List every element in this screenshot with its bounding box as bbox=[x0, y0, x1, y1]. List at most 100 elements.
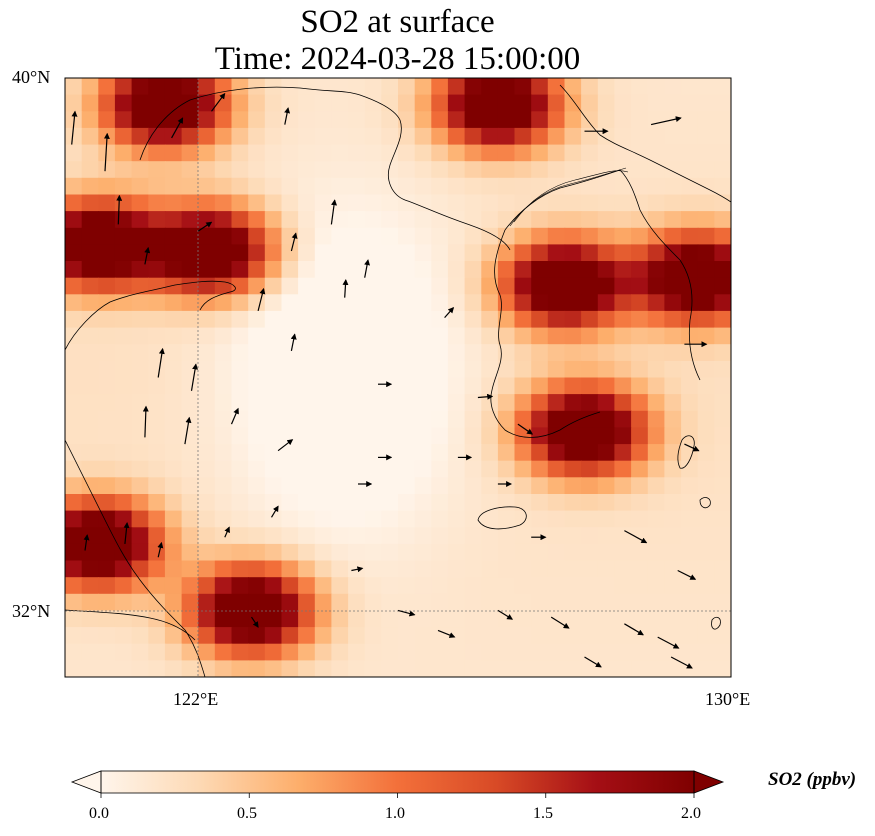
heatmap-cell bbox=[631, 344, 649, 362]
heatmap-cell bbox=[231, 344, 249, 362]
heatmap-cell bbox=[81, 427, 100, 445]
heatmap-cell bbox=[697, 360, 716, 379]
colorbar-label: SO2 (ppbv) bbox=[768, 769, 857, 790]
heatmap-cell bbox=[65, 127, 83, 146]
heatmap-cell bbox=[447, 144, 466, 162]
heatmap-cell bbox=[514, 477, 532, 495]
heatmap-cell bbox=[714, 127, 731, 146]
heatmap-cell bbox=[114, 144, 133, 162]
heatmap-cell bbox=[98, 78, 116, 96]
heatmap-cell bbox=[664, 177, 682, 196]
heatmap-cell bbox=[65, 560, 83, 578]
heatmap-cell bbox=[248, 194, 266, 212]
heatmap-cell bbox=[131, 227, 149, 246]
heatmap-cell bbox=[731, 128, 748, 145]
heatmap-cell bbox=[381, 360, 399, 379]
heatmap-cell bbox=[431, 610, 449, 628]
heatmap-cell bbox=[281, 610, 299, 628]
heatmap-cell bbox=[181, 643, 199, 662]
heatmap-cell bbox=[264, 144, 283, 162]
heatmap-cell bbox=[98, 360, 116, 379]
heatmap-cell bbox=[464, 460, 482, 479]
heatmap-cell bbox=[198, 460, 216, 479]
heatmap-cell bbox=[298, 627, 316, 645]
heatmap-cell bbox=[697, 543, 716, 562]
heatmap-cell bbox=[731, 411, 748, 428]
heatmap-cell bbox=[381, 627, 399, 645]
heatmap-cell bbox=[364, 227, 383, 246]
heatmap-cell bbox=[547, 244, 566, 262]
heatmap-cell bbox=[181, 294, 199, 312]
heatmap-cell bbox=[65, 111, 83, 129]
heatmap-cell bbox=[481, 194, 499, 212]
heatmap-cell bbox=[264, 211, 283, 229]
heatmap-cell bbox=[497, 144, 516, 162]
heatmap-cell bbox=[614, 677, 631, 694]
heatmap-cell bbox=[65, 294, 83, 312]
heatmap-cell bbox=[697, 344, 716, 362]
heatmap-cell bbox=[281, 410, 299, 429]
heatmap-cell bbox=[248, 261, 266, 279]
heatmap-cell bbox=[547, 460, 566, 479]
heatmap-cell bbox=[198, 244, 216, 262]
heatmap-cell bbox=[164, 660, 183, 677]
heatmap-cell bbox=[497, 560, 516, 578]
heatmap-cell bbox=[581, 643, 599, 662]
heatmap-cell bbox=[98, 577, 116, 595]
heatmap-cell bbox=[398, 394, 416, 412]
heatmap-cell bbox=[98, 410, 116, 429]
heatmap-cell bbox=[131, 127, 149, 146]
heatmap-cell bbox=[65, 94, 83, 112]
heatmap-cell bbox=[647, 144, 666, 162]
heatmap-cell bbox=[714, 244, 731, 262]
heatmap-cell bbox=[447, 261, 466, 279]
heatmap-cell bbox=[415, 677, 432, 694]
heatmap-cell bbox=[581, 510, 599, 528]
heatmap-cell bbox=[214, 410, 233, 429]
heatmap-cell bbox=[731, 178, 748, 195]
heatmap-cell bbox=[181, 427, 199, 445]
heatmap-cell bbox=[447, 111, 466, 129]
heatmap-cell bbox=[464, 310, 482, 329]
lon-tick-130e: 130°E bbox=[705, 689, 751, 709]
wind-arrow bbox=[364, 259, 371, 278]
heatmap-cell bbox=[531, 394, 549, 412]
heatmap-cell bbox=[614, 177, 632, 196]
heatmap-cell bbox=[697, 227, 716, 246]
heatmap-cell bbox=[547, 643, 566, 662]
heatmap-cell bbox=[148, 277, 166, 296]
heatmap-cell bbox=[114, 360, 133, 379]
heatmap-cell bbox=[248, 227, 266, 246]
heatmap-cell bbox=[181, 593, 199, 612]
heatmap-cell bbox=[514, 194, 532, 212]
heatmap-cell bbox=[614, 227, 632, 246]
heatmap-cell bbox=[164, 78, 183, 96]
heatmap-cell bbox=[497, 310, 516, 329]
wind-arrow bbox=[71, 110, 78, 145]
heatmap-cell bbox=[481, 444, 499, 462]
heatmap-cell bbox=[714, 577, 731, 595]
heatmap-cell bbox=[331, 244, 349, 262]
heatmap-cell bbox=[647, 277, 666, 296]
heatmap-cell bbox=[98, 144, 116, 162]
heatmap-cell bbox=[431, 161, 449, 179]
heatmap-cell bbox=[497, 277, 516, 296]
heatmap-cell bbox=[281, 194, 299, 212]
heatmap-cell bbox=[731, 361, 748, 378]
heatmap-cell bbox=[398, 78, 416, 96]
heatmap-cell bbox=[481, 394, 499, 412]
heatmap-cell bbox=[664, 394, 682, 412]
heatmap-cell bbox=[181, 577, 199, 595]
heatmap-cell bbox=[298, 327, 316, 345]
heatmap-cell bbox=[564, 543, 582, 562]
heatmap-cell bbox=[81, 211, 100, 229]
heatmap-cell bbox=[597, 527, 616, 545]
heatmap-cell bbox=[248, 460, 266, 479]
heatmap-cell bbox=[464, 577, 482, 595]
colorbar-frame bbox=[100, 770, 695, 794]
heatmap-cell bbox=[331, 127, 349, 146]
heatmap-cell bbox=[331, 460, 349, 479]
coastline-korea-east bbox=[619, 169, 701, 381]
heatmap-cell bbox=[248, 444, 266, 462]
heatmap-cell bbox=[431, 277, 449, 296]
